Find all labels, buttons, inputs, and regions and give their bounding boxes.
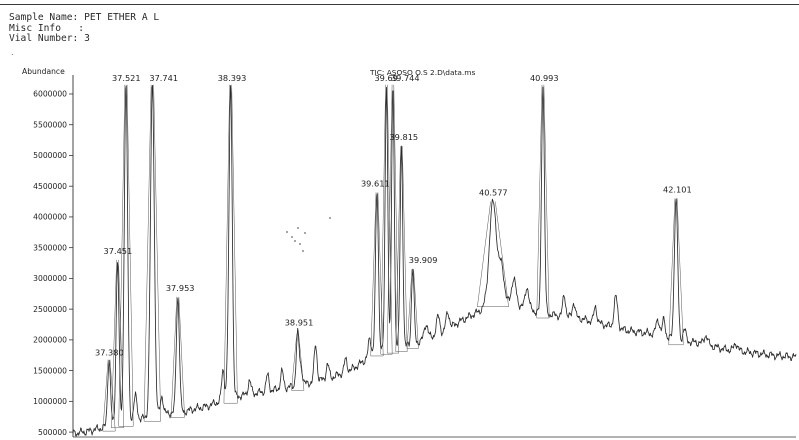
top-rule [0, 4, 799, 5]
peak-drop-line [380, 84, 386, 355]
peak-drop-line [178, 296, 185, 418]
peak-drop-line [477, 201, 491, 307]
peak-drop-line [118, 84, 126, 427]
y-axis-ticks: 500000 1000000 1500000 2000000 2500000 300000… [33, 90, 73, 437]
peak-drop-line [668, 198, 676, 345]
scan-specks [286, 217, 331, 252]
y-tick-label: 500000 [38, 428, 67, 437]
chart-title: TIC: ASOSO O.S 2.D\data.ms [369, 68, 475, 77]
peak-drop-line [395, 146, 401, 352]
sample-name-line: Sample Name: PET ETHER A L [9, 12, 160, 23]
peak-label: 42.101 [663, 184, 692, 194]
peak-drop-line [126, 84, 134, 427]
speck [291, 236, 293, 238]
peak-drop-line [153, 84, 161, 422]
peak-label: 38.393 [218, 73, 247, 83]
peak-drop-line [543, 84, 550, 319]
peak-drop-line [231, 84, 238, 404]
speck [304, 232, 306, 234]
y-tick-label: 4000000 [33, 213, 67, 222]
sample-header: Sample Name: PET ETHER A L Misc Info : V… [9, 12, 160, 45]
peak-integration-marks [102, 84, 684, 432]
peak-label: 37.741 [149, 73, 178, 83]
peak-drop-line [393, 84, 399, 354]
peak-drop-line [676, 198, 684, 345]
misc-info-line: Misc Info : [9, 22, 85, 34]
speck [286, 231, 288, 233]
speck [329, 217, 331, 219]
peak-label: 37.521 [112, 73, 141, 83]
peak-drop-line [536, 84, 543, 319]
speck [302, 250, 304, 252]
peak-drop-line [377, 192, 384, 356]
peak-drop-line [402, 146, 408, 352]
peak-drop-line [109, 359, 116, 432]
peak-drop-line [102, 359, 109, 432]
y-tick-label: 3500000 [33, 243, 67, 252]
stray-mark: . [11, 48, 14, 57]
y-tick-label: 1000000 [33, 397, 67, 406]
tic-trace [72, 84, 797, 437]
y-tick-label: 3000000 [33, 274, 67, 283]
peak-drop-line [143, 84, 152, 422]
peak-labels: 37.380 37.451 37.521 37.741 37.953 38.393 38.9… [95, 73, 692, 358]
peak-drop-line [118, 259, 125, 428]
peak-drop-line [111, 259, 117, 428]
y-axis-title: Abundance [22, 67, 65, 76]
speck [299, 243, 301, 245]
peak-label: 37.451 [104, 246, 133, 256]
tic-trace-line [72, 84, 797, 437]
peak-drop-line [370, 192, 377, 356]
speck [297, 227, 299, 229]
peak-label: 39.69 [374, 73, 397, 83]
peak-label: 39.611 [361, 178, 390, 188]
y-tick-label: 1500000 [33, 366, 67, 375]
peak-label: 38.951 [285, 318, 314, 328]
y-tick-label: 6000000 [33, 90, 67, 99]
peak-label: 37.380 [95, 348, 124, 358]
vial-number-line: Vial Number: 3 [9, 33, 90, 44]
peak-drop-line [298, 333, 305, 391]
peak-label: 39.815 [389, 132, 418, 142]
chart-axes [72, 75, 796, 438]
peak-label: 40.577 [479, 188, 508, 198]
peak-drop-line [170, 296, 178, 418]
peak-drop-line [223, 84, 230, 404]
peak-drop-line [406, 269, 413, 349]
peak-label: 39.909 [409, 255, 438, 265]
peak-label: 37.953 [166, 283, 195, 293]
y-tick-label: 2500000 [33, 305, 67, 314]
peak-drop-line [495, 201, 509, 307]
speck [294, 240, 296, 242]
y-tick-label: 4500000 [33, 182, 67, 191]
peak-label: 39.744 [391, 73, 420, 83]
y-tick-label: 2000000 [33, 336, 67, 345]
peak-drop-line [386, 84, 393, 354]
y-tick-label: 5000000 [33, 151, 67, 160]
peak-label: 40.993 [530, 73, 559, 83]
peak-drop-line [291, 333, 298, 391]
peak-drop-line [413, 269, 419, 349]
y-tick-label: 5500000 [33, 120, 67, 129]
